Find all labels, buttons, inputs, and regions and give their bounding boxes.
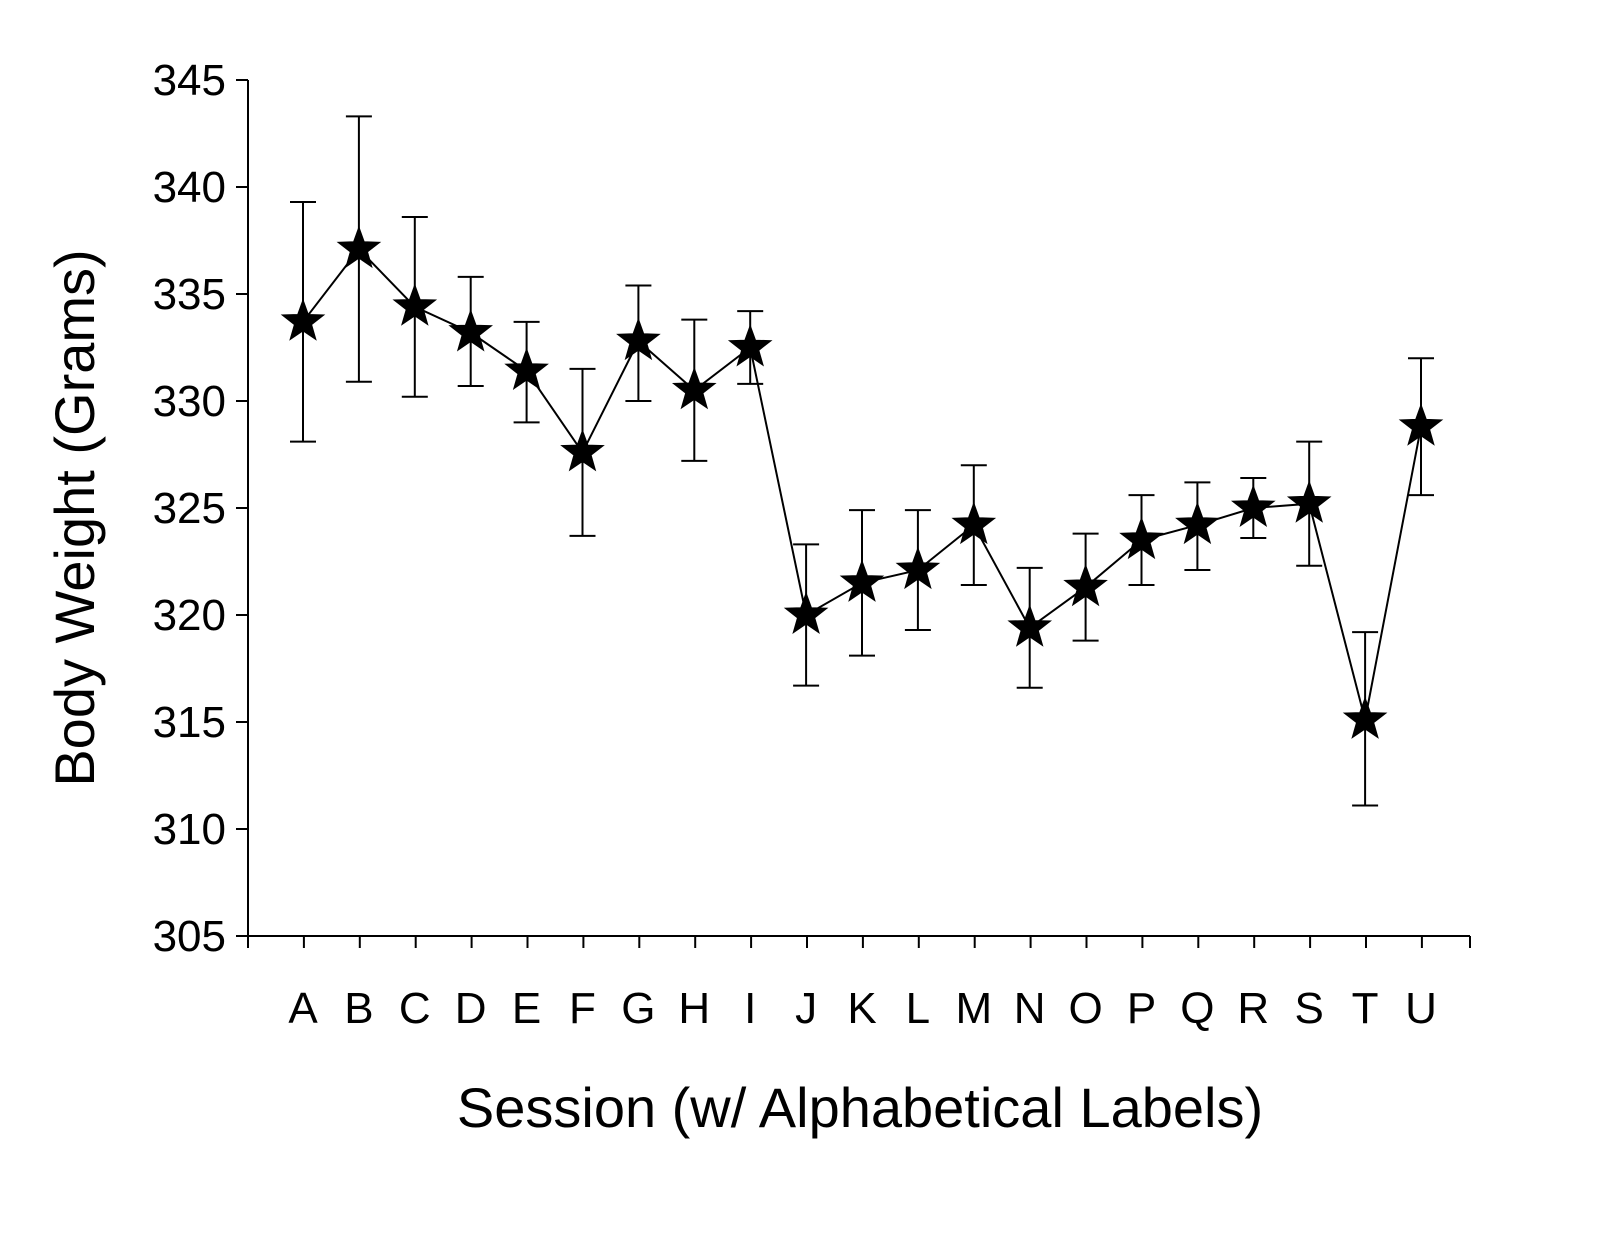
y-tick-label-330: 330 [153,377,226,426]
data-point-K [839,559,885,602]
y-tick-label-340: 340 [153,163,226,212]
x-tick-label-R: R [1237,984,1269,1033]
data-point-G [616,317,661,361]
data-point-R [1231,484,1276,527]
data-point-F [560,428,605,472]
x-tick-label-B: B [344,984,373,1033]
data-point-Q [1175,501,1220,545]
x-tick-label-G: G [621,984,655,1033]
x-tick-label-U: U [1405,984,1437,1033]
x-tick-label-A: A [288,984,318,1033]
y-tick-label-335: 335 [153,270,226,319]
data-point-B [336,225,382,269]
data-point-T [1342,696,1388,739]
data-point-H [672,366,717,410]
axes [236,79,1471,948]
x-tick-label-T: T [1352,984,1379,1033]
x-tick-label-F: F [569,984,596,1033]
x-tick-label-K: K [847,984,876,1033]
data-point-M [951,501,997,545]
x-axis-title: Session (w/ Alphabetical Labels) [457,1076,1263,1139]
data-point-P [1119,516,1164,560]
x-tick-label-I: I [744,984,756,1033]
data-point-I [727,324,773,367]
markers [280,225,1444,739]
x-tick-label-H: H [678,984,710,1033]
x-tick-label-N: N [1014,984,1046,1033]
data-point-E [504,347,549,390]
x-tick-label-Q: Q [1180,984,1214,1033]
data-point-L [895,546,941,590]
y-tick-label-325: 325 [153,484,226,533]
data-point-D [448,309,493,352]
x-tick-label-D: D [455,984,487,1033]
data-point-O [1063,563,1108,607]
y-axis-title: Body Weight (Grams) [43,249,106,786]
y-tick-label-310: 310 [153,805,226,854]
data-point-C [392,283,438,326]
error-bars [290,115,1434,807]
data-point-U [1398,403,1444,446]
data-point-A [280,298,326,341]
x-tick-label-P: P [1127,984,1156,1033]
data-point-N [1007,604,1053,647]
data-point-S [1286,480,1332,523]
x-tick-label-L: L [906,984,930,1033]
x-tick-label-C: C [399,984,431,1033]
x-tick-label-S: S [1295,984,1324,1033]
x-tick-label-O: O [1068,984,1102,1033]
y-tick-label-345: 345 [153,56,226,105]
tick-labels: 305 310 315 320 325 330 335 340 345 A B C D E F G H I J K L M… [153,56,1437,1033]
x-tick-label-E: E [512,984,541,1033]
data-point-J [783,591,829,634]
x-tick-label-M: M [955,984,992,1033]
y-tick-label-320: 320 [153,591,226,640]
y-tick-label-315: 315 [153,698,226,747]
x-tick-label-J: J [795,984,817,1033]
y-tick-label-305: 305 [153,912,226,961]
